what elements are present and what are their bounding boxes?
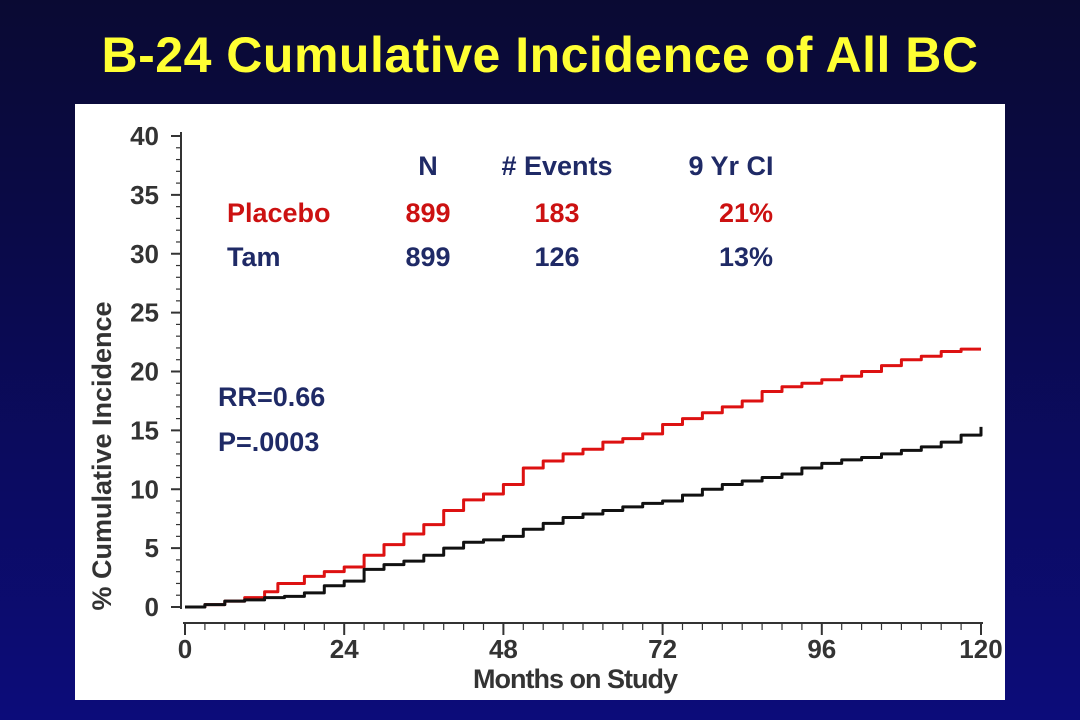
y-tick-label: 40 [130,121,159,151]
p-value: P=.0003 [218,427,319,457]
x-tick-label: 0 [178,634,192,664]
relative-risk: RR=0.66 [218,382,325,412]
x-tick-label: 96 [807,634,836,664]
incidence-chart: 0 5 10 15 20 25 30 35 40 0 24 48 72 96 120 % Cumulati… [87,121,1003,694]
slide-title: B-24 Cumulative Incidence of All BC [101,27,979,83]
events-table: N # Events 9 Yr CI Placebo 899 183 21% T… [227,151,774,272]
y-tick-label: 10 [130,474,159,504]
y-tick-label: 30 [130,239,159,269]
x-tick-label: 72 [648,634,677,664]
row-tam-label: Tam [227,242,281,272]
row-tam-events: 126 [534,242,579,272]
y-tick-label: 15 [130,415,159,445]
row-placebo-n: 899 [405,198,450,228]
series-group [185,347,983,609]
y-tick-label: 20 [130,357,159,387]
y-tick-label: 35 [130,180,159,210]
row-tam-n: 899 [405,242,450,272]
y-tick-label: 5 [145,533,159,563]
row-placebo-events: 183 [534,198,579,228]
x-axis-label: Months on Study [473,664,678,694]
table-header-ci: 9 Yr CI [688,151,773,181]
row-tam-ci: 13% [719,242,773,272]
x-tick-label: 24 [330,634,359,664]
series-line-tam [185,426,983,609]
table-header-n: N [418,151,438,181]
series-line-placebo [185,347,981,609]
y-ticks-group: 0 5 10 15 20 25 30 35 40 [130,121,181,622]
y-tick-label: 25 [130,298,159,328]
x-tick-label: 120 [959,634,1002,664]
y-tick-label: 0 [145,592,159,622]
table-header-events: # Events [501,151,612,181]
x-tick-label: 48 [489,634,518,664]
row-placebo-ci: 21% [719,198,773,228]
x-ticks-group: 0 24 48 72 96 120 [178,623,1003,664]
y-axis-label: % Cumulative Incidence [87,301,117,610]
row-placebo-label: Placebo [227,198,331,228]
chart-panel: 0 5 10 15 20 25 30 35 40 0 24 48 72 96 120 % Cumulati… [75,104,1005,700]
